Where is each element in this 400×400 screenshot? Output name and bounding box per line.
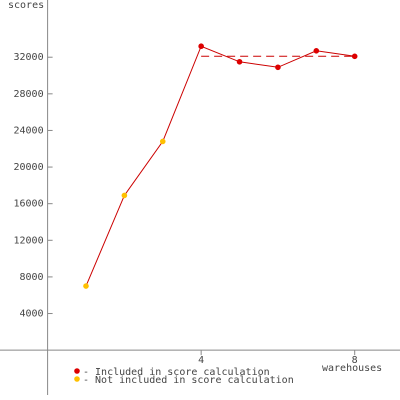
- x-tick-label: 4: [198, 355, 204, 366]
- point: [198, 43, 204, 50]
- y-tick-label: 32000: [13, 52, 43, 63]
- point: [351, 53, 358, 60]
- point: [121, 192, 128, 199]
- y-tick-label: 16000: [13, 199, 43, 210]
- y-tick-label: 28000: [13, 89, 43, 100]
- legend-marker: [74, 376, 80, 382]
- y-tick-label: 20000: [13, 162, 43, 173]
- y-axis-label: scores: [8, 0, 44, 11]
- point: [275, 64, 281, 71]
- point: [236, 58, 243, 65]
- y-tick-label: 24000: [13, 125, 43, 136]
- x-tick-label: 8: [352, 355, 358, 366]
- y-tick-label: 8000: [20, 272, 44, 283]
- point: [313, 48, 320, 54]
- legend-marker: [74, 368, 80, 374]
- y-tick-label: 12000: [13, 235, 43, 246]
- point: [83, 283, 89, 289]
- point: [159, 138, 166, 145]
- legend-label: - Included in score calculation: [83, 367, 270, 378]
- legend-label: - Not included in score calculation: [83, 375, 294, 386]
- y-tick-label: 4000: [20, 309, 44, 320]
- x-axis-label: warehouses: [322, 363, 382, 374]
- score-line: [85, 45, 355, 287]
